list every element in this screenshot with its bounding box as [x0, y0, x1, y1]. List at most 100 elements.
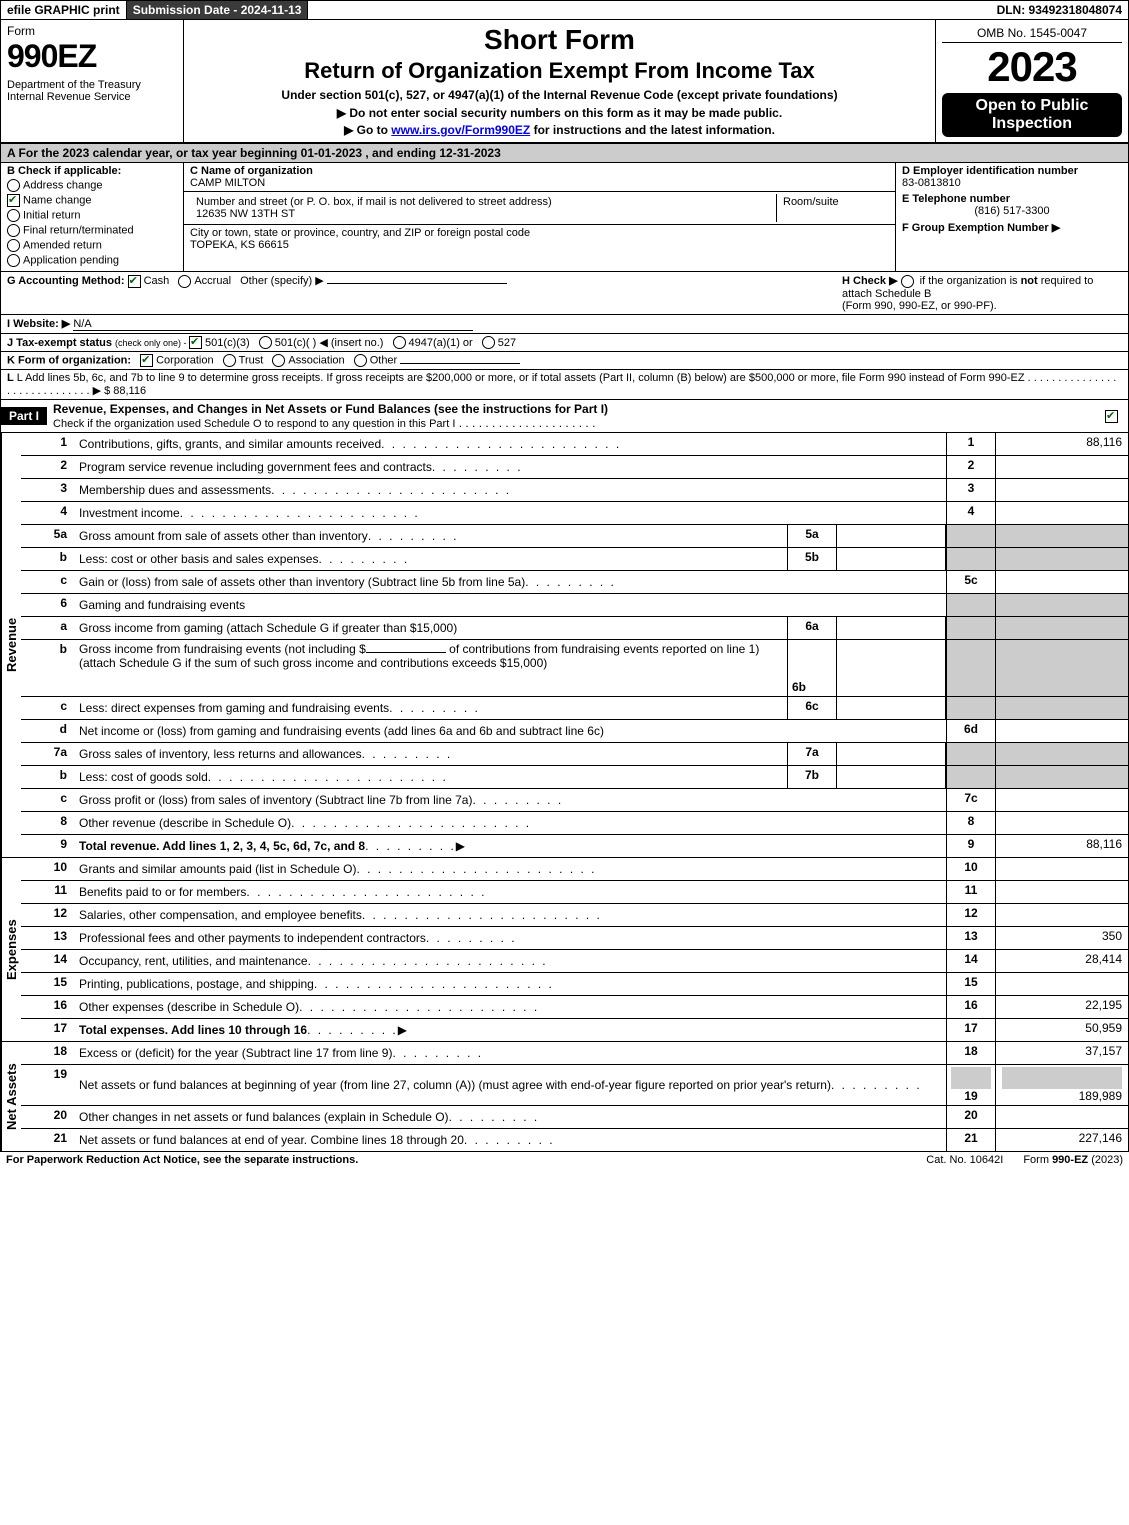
gross-receipts-amount: $ 88,116 [104, 385, 146, 397]
omb-number: OMB No. 1545-0047 [942, 24, 1122, 43]
form-header: Form 990EZ Department of the Treasury In… [0, 20, 1129, 144]
instructions-line: ▶ Go to www.irs.gov/Form990EZ for instru… [190, 123, 929, 137]
line-8: 8Other revenue (describe in Schedule O)8 [21, 812, 1128, 835]
section-b: B Check if applicable: Address change Na… [1, 163, 184, 271]
total-revenue-amount: 88,116 [995, 835, 1128, 857]
city-state-zip: TOPEKA, KS 66615 [190, 239, 289, 251]
org-name-block: C Name of organization CAMP MILTON [184, 163, 895, 192]
check-name-change[interactable]: Name change [7, 194, 177, 207]
irs-link[interactable]: www.irs.gov/Form990EZ [391, 123, 530, 137]
paperwork-notice: For Paperwork Reduction Act Notice, see … [6, 1154, 906, 1166]
other-org-radio[interactable] [354, 354, 367, 367]
section-c: C Name of organization CAMP MILTON Numbe… [184, 163, 896, 271]
form-label: Form [7, 24, 177, 38]
line-5c: cGain or (loss) from sale of assets othe… [21, 571, 1128, 594]
header-center: Short Form Return of Organization Exempt… [184, 20, 936, 142]
line-12: 12Salaries, other compensation, and empl… [21, 904, 1128, 927]
short-form-title: Short Form [190, 24, 929, 56]
line-18: 18Excess or (deficit) for the year (Subt… [21, 1042, 1128, 1065]
527-radio[interactable] [482, 336, 495, 349]
city-block: City or town, state or province, country… [184, 225, 895, 253]
ein-value: 83-0813810 [902, 177, 1122, 189]
part-1-label: Part I [1, 407, 47, 425]
association-radio[interactable] [272, 354, 285, 367]
revenue-vertical-label: Revenue [1, 433, 21, 857]
return-title: Return of Organization Exempt From Incom… [190, 58, 929, 84]
line-5b: bLess: cost or other basis and sales exp… [21, 548, 1128, 571]
top-bar: efile GRAPHIC print Submission Date - 20… [0, 0, 1129, 20]
line-18-amount: 37,157 [995, 1042, 1128, 1064]
dept-label: Department of the Treasury Internal Reve… [7, 79, 177, 103]
line-19-amount: 189,989 [1002, 1089, 1122, 1103]
part-1-header: Part I Revenue, Expenses, and Changes in… [0, 400, 1129, 433]
line-14-amount: 28,414 [995, 950, 1128, 972]
line-10: 10Grants and similar amounts paid (list … [21, 858, 1128, 881]
revenue-section: Revenue 1Contributions, gifts, grants, a… [0, 433, 1129, 858]
street-address: 12635 NW 13TH ST [196, 208, 295, 220]
total-expenses-amount: 50,959 [995, 1019, 1128, 1041]
line-13: 13Professional fees and other payments t… [21, 927, 1128, 950]
section-a-calendar-year: A For the 2023 calendar year, or tax yea… [0, 144, 1129, 163]
section-g-h: G Accounting Method: Cash Accrual Other … [0, 272, 1129, 315]
header-left: Form 990EZ Department of the Treasury In… [1, 20, 184, 142]
section-j-tax-exempt: J Tax-exempt status (check only one) - 5… [0, 334, 1129, 353]
line-19: 19Net assets or fund balances at beginni… [21, 1065, 1128, 1106]
org-name: CAMP MILTON [190, 177, 265, 189]
schedule-b-checkbox[interactable] [901, 275, 914, 288]
check-address-change[interactable]: Address change [7, 179, 177, 192]
line-6: 6Gaming and fundraising events [21, 594, 1128, 617]
line-5a: 5aGross amount from sale of assets other… [21, 525, 1128, 548]
submission-date: Submission Date - 2024-11-13 [127, 1, 309, 19]
ssn-warning: ▶ Do not enter social security numbers o… [190, 106, 929, 120]
line-20: 20Other changes in net assets or fund ba… [21, 1106, 1128, 1129]
check-amended-return[interactable]: Amended return [7, 239, 177, 252]
line-14: 14Occupancy, rent, utilities, and mainte… [21, 950, 1128, 973]
check-application-pending[interactable]: Application pending [7, 254, 177, 267]
line-21: 21Net assets or fund balances at end of … [21, 1129, 1128, 1151]
cash-checkbox[interactable] [128, 275, 141, 288]
accrual-radio[interactable] [178, 275, 191, 288]
line-16: 16Other expenses (describe in Schedule O… [21, 996, 1128, 1019]
line-2: 2Program service revenue including gover… [21, 456, 1128, 479]
efile-label: efile GRAPHIC print [1, 1, 127, 19]
catalog-number: Cat. No. 10642I [926, 1154, 1003, 1166]
corporation-checkbox[interactable] [140, 354, 153, 367]
line-4: 4Investment income4 [21, 502, 1128, 525]
schedule-o-checkbox[interactable] [1105, 410, 1118, 423]
form-number: 990EZ [7, 38, 177, 75]
under-section: Under section 501(c), 527, or 4947(a)(1)… [190, 88, 929, 102]
tax-year: 2023 [942, 43, 1122, 91]
line-1-amount: 88,116 [995, 433, 1128, 455]
other-specify-input[interactable] [327, 283, 507, 284]
expenses-vertical-label: Expenses [1, 858, 21, 1041]
501c3-checkbox[interactable] [189, 336, 202, 349]
expenses-section: Expenses 10Grants and similar amounts pa… [0, 858, 1129, 1042]
501c-radio[interactable] [259, 336, 272, 349]
website-value: N/A [73, 318, 473, 331]
section-d-e-f: D Employer identification number 83-0813… [896, 163, 1128, 271]
line-13-amount: 350 [995, 927, 1128, 949]
line-6c: cLess: direct expenses from gaming and f… [21, 697, 1128, 720]
section-l-gross-receipts: L L Add lines 5b, 6c, and 7b to line 9 t… [0, 370, 1129, 400]
check-final-return[interactable]: Final return/terminated [7, 224, 177, 237]
line-6d: dNet income or (loss) from gaming and fu… [21, 720, 1128, 743]
line-7a: 7aGross sales of inventory, less returns… [21, 743, 1128, 766]
line-6a: aGross income from gaming (attach Schedu… [21, 617, 1128, 640]
line-15: 15Printing, publications, postage, and s… [21, 973, 1128, 996]
line-1: 1Contributions, gifts, grants, and simil… [21, 433, 1128, 456]
line-17: 17Total expenses. Add lines 10 through 1… [21, 1019, 1128, 1041]
check-initial-return[interactable]: Initial return [7, 209, 177, 222]
4947-radio[interactable] [393, 336, 406, 349]
info-grid: B Check if applicable: Address change Na… [0, 163, 1129, 272]
line-7b: bLess: cost of goods sold7b [21, 766, 1128, 789]
line-7c: cGross profit or (loss) from sales of in… [21, 789, 1128, 812]
line-11: 11Benefits paid to or for members11 [21, 881, 1128, 904]
net-assets-vertical-label: Net Assets [1, 1042, 21, 1151]
room-suite: Room/suite [777, 194, 889, 222]
ein-label: D Employer identification number [902, 165, 1122, 177]
line-6b: bGross income from fundraising events (n… [21, 640, 1128, 697]
trust-radio[interactable] [223, 354, 236, 367]
section-b-label: B Check if applicable: [7, 165, 177, 177]
section-i-website: I Website: ▶ N/A [0, 315, 1129, 334]
line-9: 9Total revenue. Add lines 1, 2, 3, 4, 5c… [21, 835, 1128, 857]
